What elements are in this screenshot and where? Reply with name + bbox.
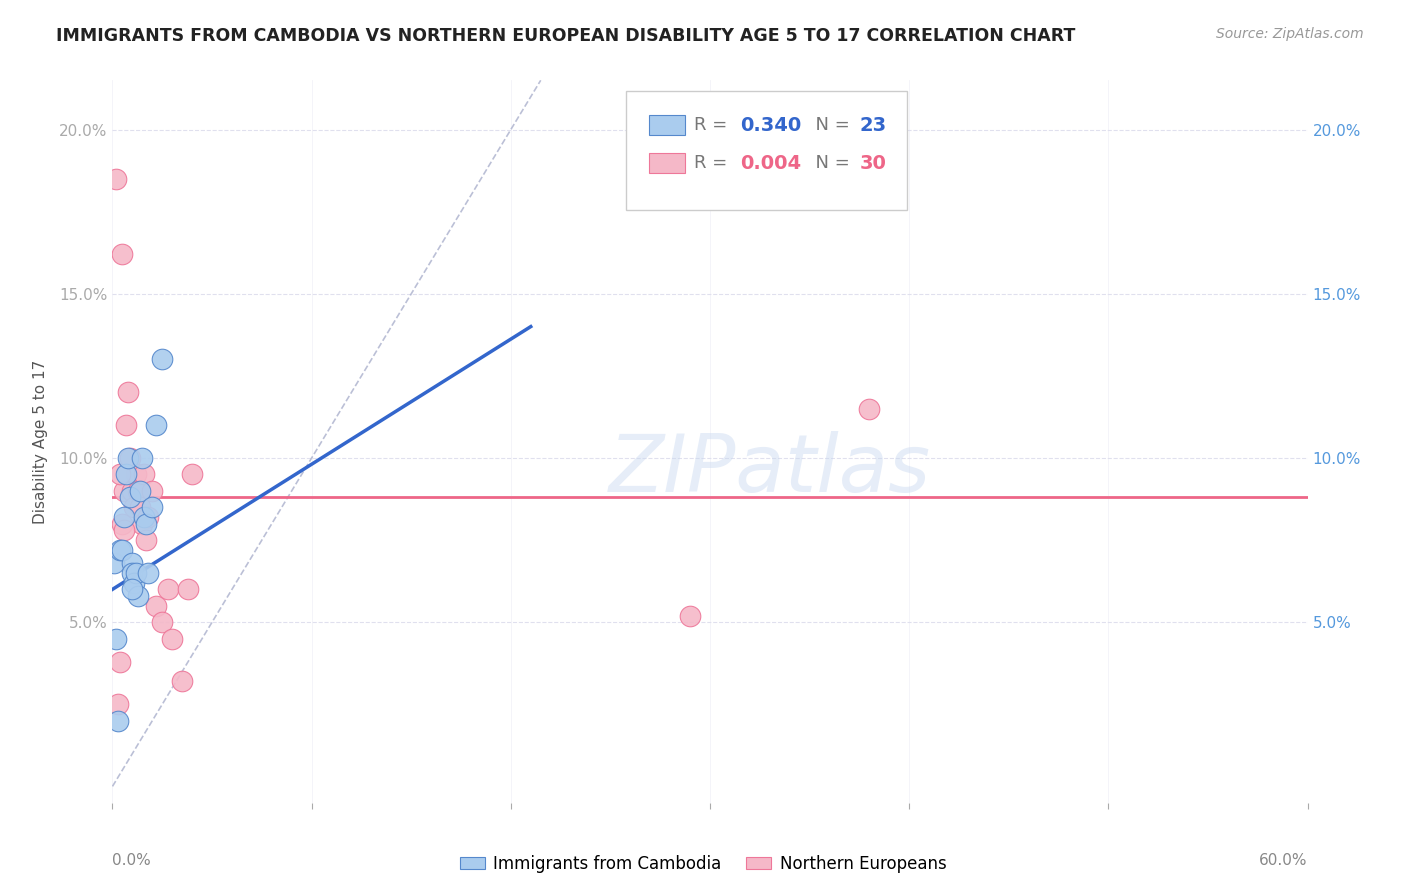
Point [141, 483, 163, 498]
Point [172, 674, 194, 689]
Point [858, 401, 880, 416]
Point [115, 467, 138, 482]
Point [110, 467, 132, 482]
Text: Source: ZipAtlas.com: Source: ZipAtlas.com [1216, 27, 1364, 41]
Text: 60.0%: 60.0% [1260, 854, 1308, 869]
Legend: Immigrants from Cambodia, Northern Europeans: Immigrants from Cambodia, Northern Europ… [453, 848, 953, 880]
Point [129, 483, 152, 498]
Point [117, 450, 139, 465]
Text: 0.0%: 0.0% [112, 854, 152, 869]
Text: ZIPatlas: ZIPatlas [609, 432, 931, 509]
Point [129, 500, 152, 515]
Point [127, 483, 149, 498]
Point [131, 516, 153, 531]
Point [117, 385, 139, 400]
Point [131, 450, 153, 465]
Point [177, 582, 200, 597]
Point [150, 352, 173, 367]
Point [135, 516, 157, 531]
Point [111, 247, 134, 261]
Point [138, 510, 160, 524]
Text: 0.340: 0.340 [740, 116, 801, 135]
Point [679, 608, 702, 623]
Y-axis label: Disability Age 5 to 17: Disability Age 5 to 17 [34, 359, 48, 524]
Text: N =: N = [804, 154, 856, 172]
Point [114, 510, 135, 524]
Point [162, 632, 183, 646]
Point [110, 542, 132, 557]
FancyBboxPatch shape [627, 91, 907, 211]
Text: 30: 30 [859, 153, 886, 173]
Point [124, 575, 146, 590]
Point [114, 483, 135, 498]
Text: IMMIGRANTS FROM CAMBODIA VS NORTHERN EUROPEAN DISABILITY AGE 5 TO 17 CORRELATION: IMMIGRANTS FROM CAMBODIA VS NORTHERN EUR… [56, 27, 1076, 45]
Point [135, 533, 157, 547]
Point [145, 418, 167, 433]
Text: R =: R = [695, 116, 734, 134]
Point [103, 556, 125, 570]
Point [157, 582, 180, 597]
Point [121, 483, 143, 498]
Point [111, 542, 134, 557]
Point [145, 599, 167, 613]
Text: R =: R = [695, 154, 734, 172]
Text: 23: 23 [859, 116, 887, 135]
Point [181, 467, 204, 482]
Point [138, 566, 160, 580]
Point [120, 491, 142, 505]
Point [121, 556, 143, 570]
Point [105, 632, 128, 646]
FancyBboxPatch shape [650, 153, 685, 173]
FancyBboxPatch shape [650, 115, 685, 136]
Point [110, 655, 132, 669]
Point [115, 418, 138, 433]
Point [127, 589, 149, 603]
Point [111, 516, 134, 531]
Point [134, 510, 156, 524]
Point [141, 500, 163, 515]
Point [121, 582, 143, 597]
Point [125, 566, 148, 580]
Point [114, 523, 135, 537]
Text: 0.004: 0.004 [740, 153, 801, 173]
Point [124, 500, 146, 515]
Point [105, 171, 128, 186]
Point [120, 450, 142, 465]
Point [125, 467, 148, 482]
Point [107, 714, 129, 728]
Point [107, 698, 129, 712]
Point [150, 615, 173, 630]
Point [134, 467, 156, 482]
Text: N =: N = [804, 116, 856, 134]
Point [121, 566, 143, 580]
